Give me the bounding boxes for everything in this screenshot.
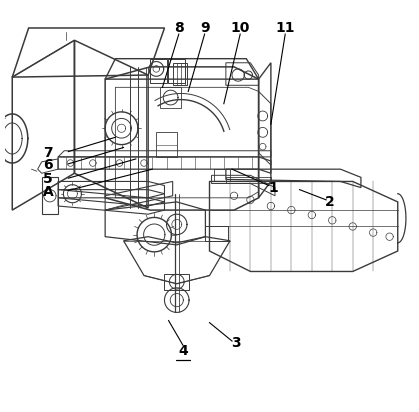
- Text: 1: 1: [268, 180, 278, 194]
- Text: 7: 7: [43, 146, 53, 160]
- Text: A: A: [42, 185, 53, 199]
- Text: 4: 4: [178, 344, 188, 358]
- Text: 2: 2: [325, 195, 335, 209]
- Text: 8: 8: [174, 21, 184, 35]
- Text: 6: 6: [43, 158, 53, 172]
- Text: 11: 11: [275, 21, 295, 35]
- Text: 10: 10: [230, 21, 250, 35]
- Text: 5: 5: [43, 172, 53, 186]
- Text: 3: 3: [231, 336, 241, 350]
- Text: 9: 9: [200, 21, 210, 35]
